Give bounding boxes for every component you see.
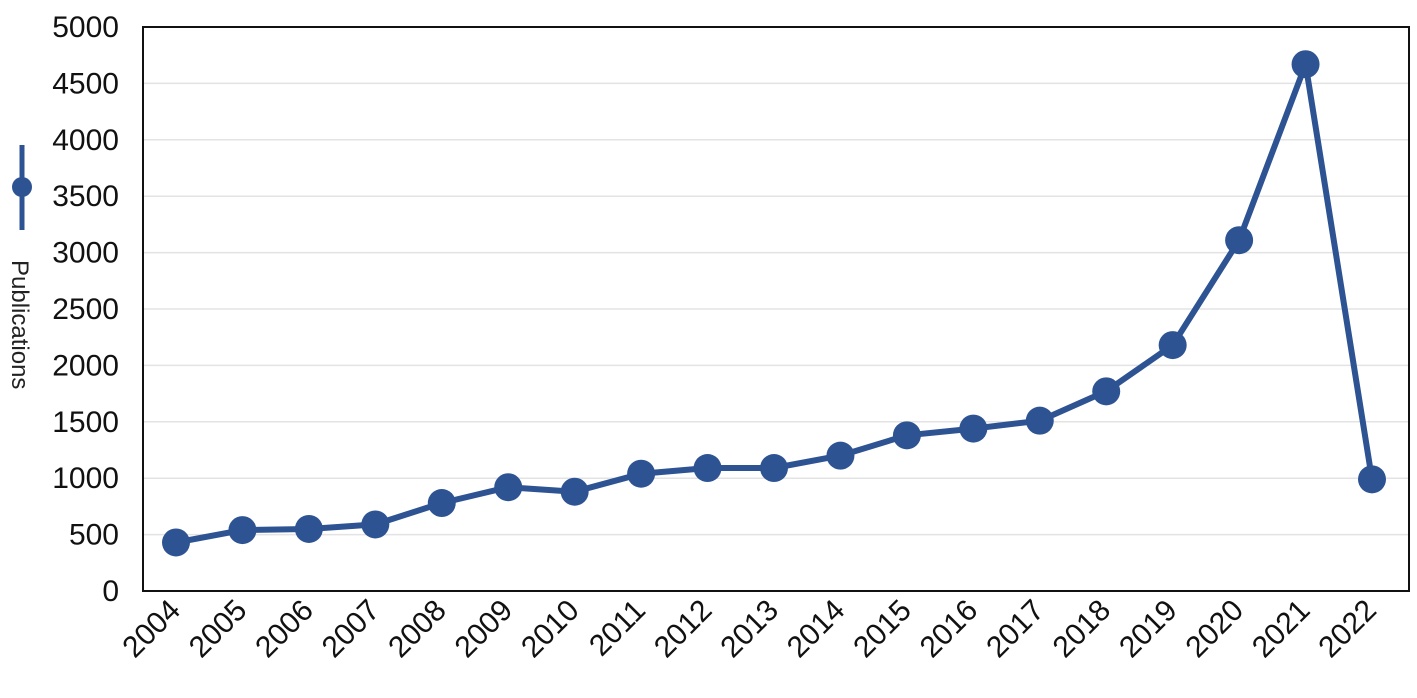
y-tick-label: 3500 — [52, 180, 119, 213]
data-point — [1291, 50, 1320, 79]
y-tick-label: 500 — [69, 519, 119, 552]
x-tick-label: 2006 — [249, 594, 320, 665]
x-tick-label: 2017 — [980, 594, 1051, 665]
x-tick-label: 2011 — [583, 594, 652, 663]
gridlines — [143, 82, 1409, 536]
data-point — [162, 528, 190, 557]
y-tick-label: 0 — [102, 575, 119, 608]
y-tick-label: 1000 — [52, 462, 119, 495]
data-point — [826, 441, 855, 470]
x-tick-label: 2004 — [116, 594, 187, 665]
legend: Publications — [6, 145, 33, 389]
x-tick-label: 2014 — [781, 594, 852, 665]
y-tick-label: 2500 — [52, 293, 119, 326]
x-tick-label: 2005 — [183, 594, 254, 665]
x-tick-label: 2008 — [382, 594, 453, 665]
data-point — [1225, 226, 1254, 255]
data-point — [627, 459, 656, 488]
y-tick-label: 5000 — [52, 11, 119, 44]
x-tick-label: 2009 — [449, 594, 520, 665]
y-tick-label: 4500 — [52, 67, 119, 100]
x-tick-label: 2007 — [316, 594, 387, 665]
x-tick-label: 2016 — [914, 594, 985, 665]
x-tick-label: 2020 — [1180, 594, 1251, 665]
x-tick-label: 2021 — [1246, 594, 1317, 665]
y-tick-label: 2000 — [52, 349, 119, 382]
data-point — [1025, 406, 1054, 435]
legend-marker-icon — [12, 177, 32, 197]
x-tick-label: 2019 — [1113, 594, 1184, 665]
x-tick-label: 2022 — [1312, 594, 1383, 665]
series-group — [162, 50, 1386, 557]
data-point — [560, 477, 589, 506]
data-point — [361, 510, 390, 539]
data-point — [760, 454, 788, 483]
data-point — [494, 473, 523, 502]
data-point — [892, 421, 921, 450]
x-tick-label: 2015 — [847, 594, 918, 665]
data-point — [959, 414, 988, 443]
x-axis-ticks: 2004200520062007200820092010201120122013… — [116, 594, 1383, 665]
plot-area-frame — [142, 26, 1410, 592]
data-point — [228, 516, 257, 545]
data-point — [693, 454, 722, 483]
x-tick-label: 2012 — [648, 594, 719, 665]
data-point — [1358, 465, 1386, 494]
y-axis-ticks: 0 500 1000 1500 2000 2500 3000 3500 4000 4500 5000 — [52, 11, 119, 608]
x-tick-label: 2010 — [515, 594, 586, 665]
x-tick-label: 2013 — [714, 594, 785, 665]
data-point — [427, 489, 456, 518]
y-tick-label: 3000 — [52, 237, 119, 270]
y-axis-label: Publications — [6, 260, 33, 389]
data-point — [1158, 331, 1187, 360]
data-point — [1092, 377, 1121, 406]
y-tick-label: 1500 — [52, 406, 119, 439]
data-point — [294, 514, 323, 543]
y-tick-label: 4000 — [52, 124, 119, 157]
x-tick-label: 2018 — [1047, 594, 1118, 665]
